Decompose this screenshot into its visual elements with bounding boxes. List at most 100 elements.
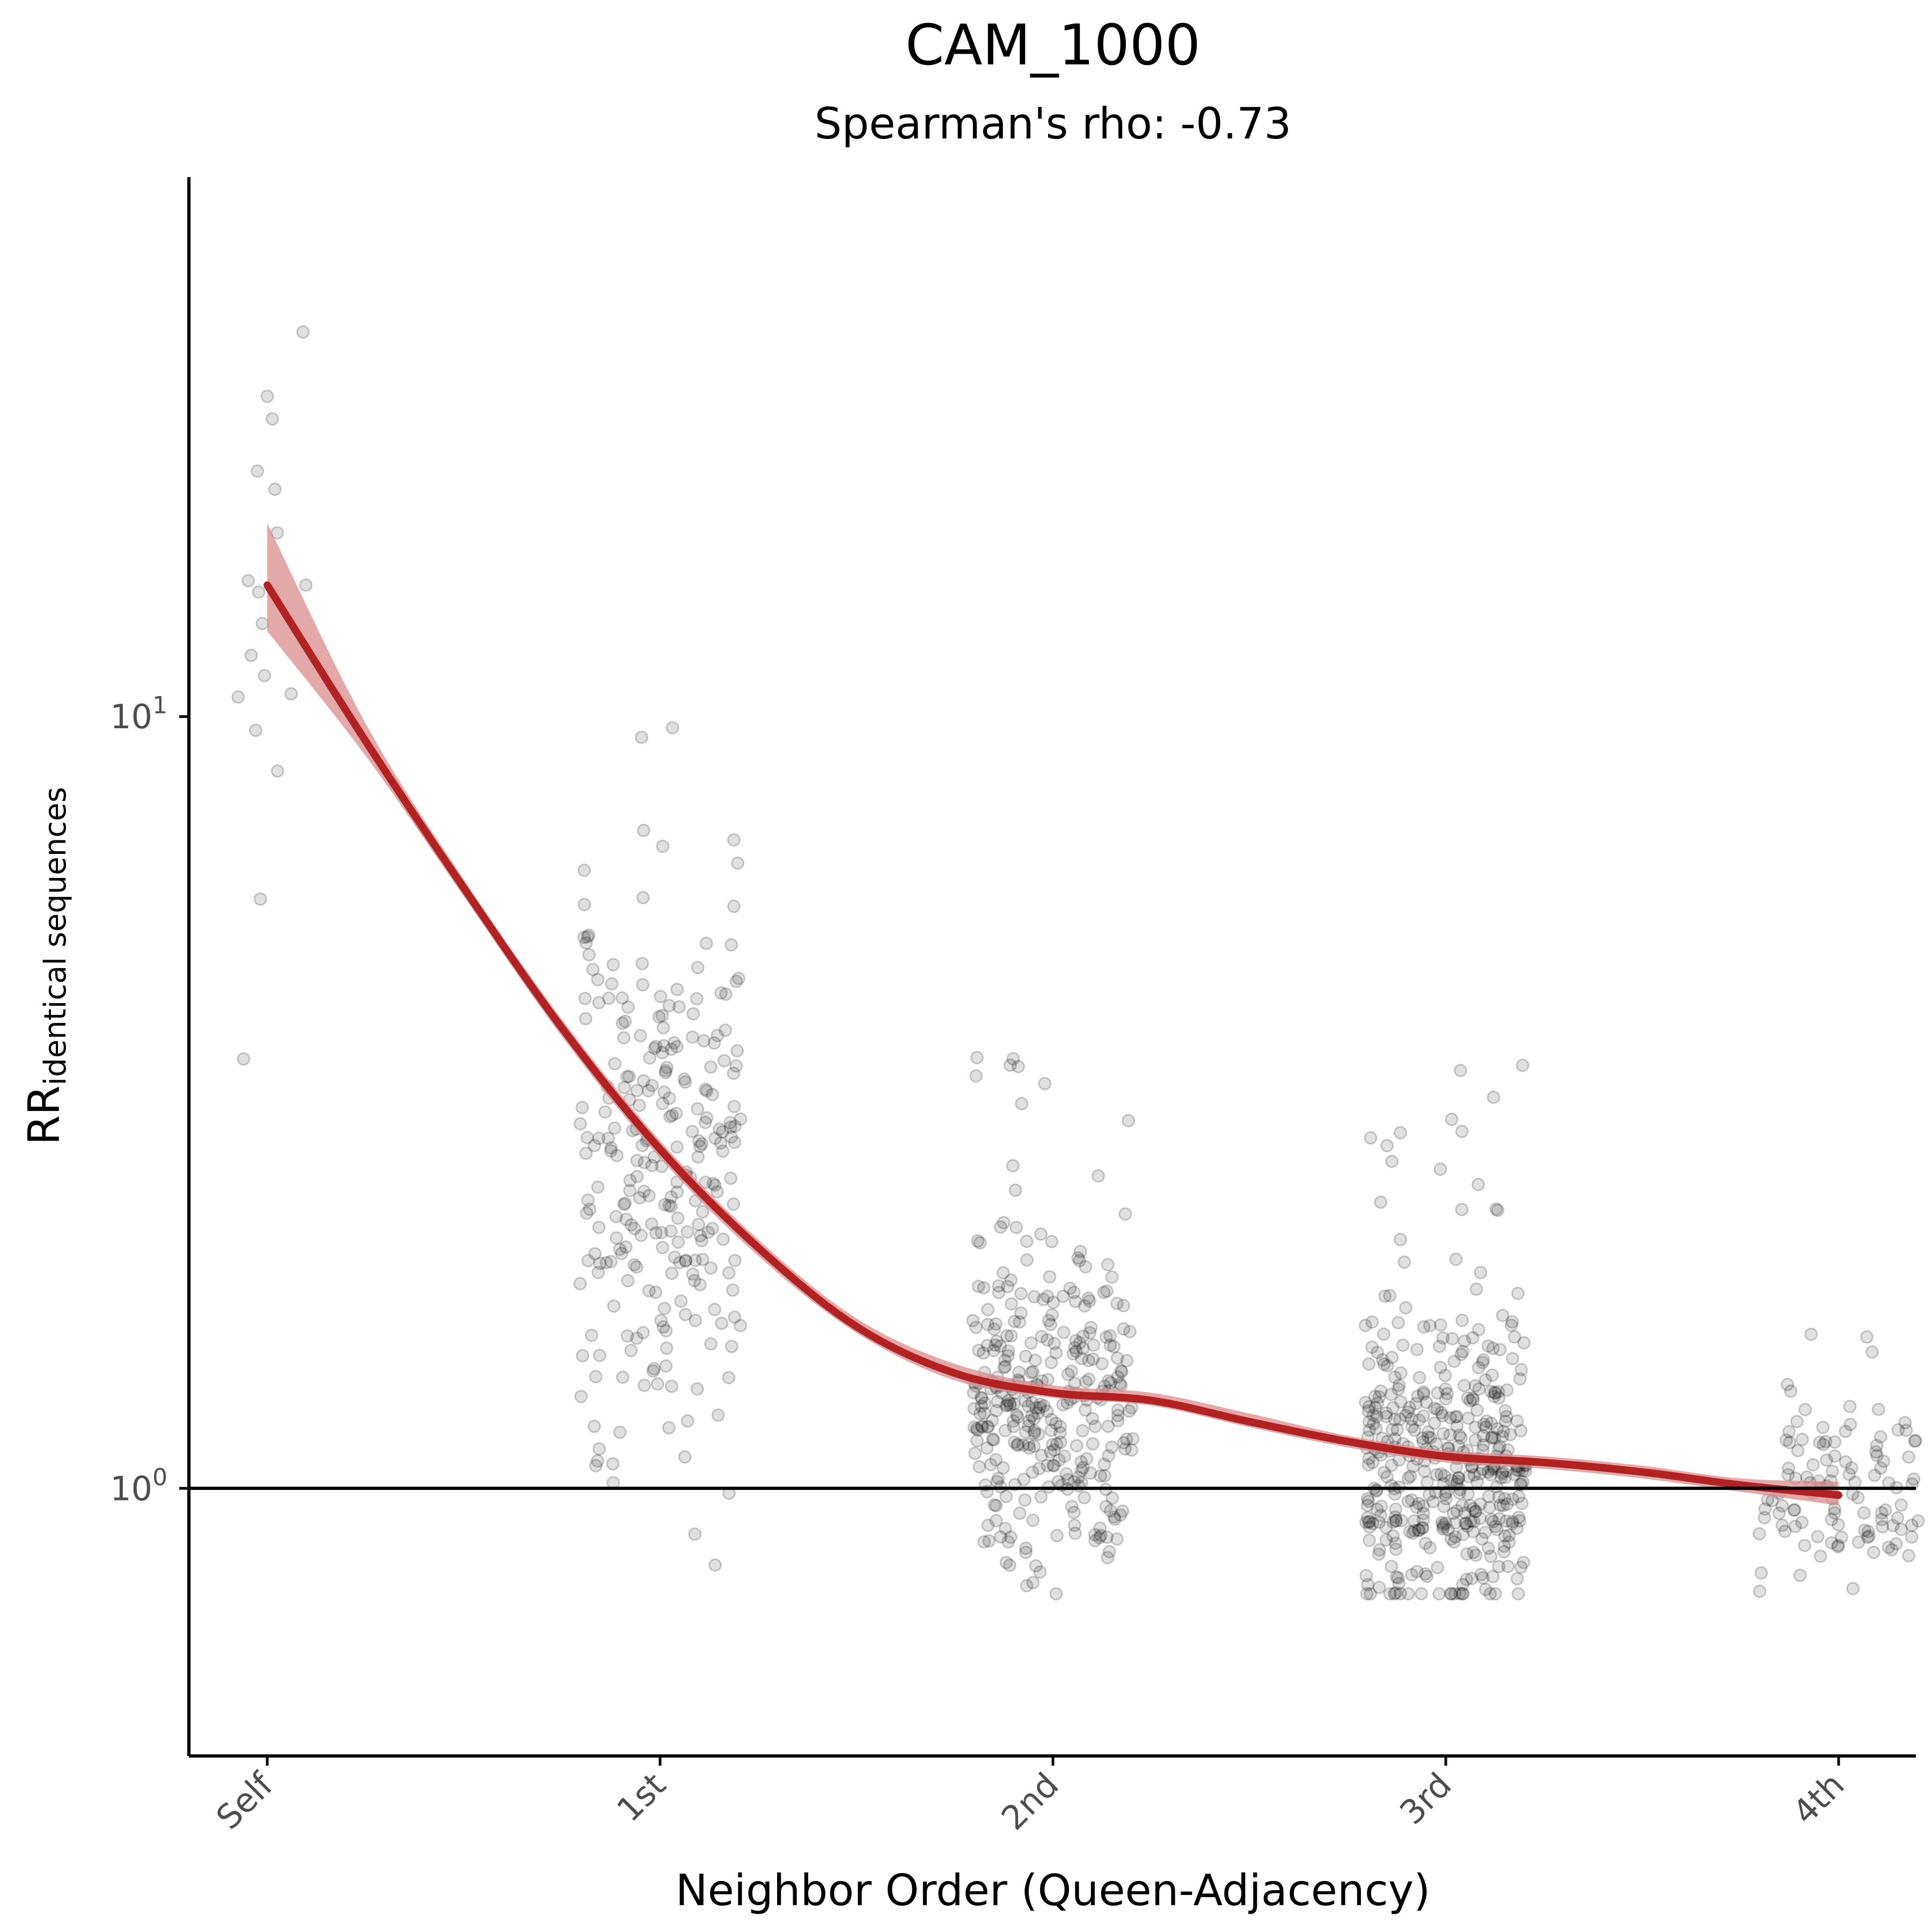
data-point xyxy=(727,1066,741,1080)
data-point xyxy=(604,1255,618,1269)
data-point xyxy=(1069,1334,1083,1348)
data-point xyxy=(655,1226,669,1240)
data-point xyxy=(1417,1385,1431,1399)
data-point xyxy=(992,1285,1006,1299)
data-point xyxy=(660,1060,674,1074)
data-point xyxy=(654,990,668,1004)
data-point xyxy=(1758,1502,1772,1516)
data-point xyxy=(630,1331,643,1345)
data-point xyxy=(1474,1265,1488,1279)
data-point xyxy=(1421,1425,1435,1439)
y-axis-title-sub: identical sequences xyxy=(38,787,73,1085)
data-point xyxy=(1458,1517,1472,1530)
data-point xyxy=(1498,1470,1512,1484)
data-point xyxy=(1027,1426,1041,1440)
data-point xyxy=(1380,1470,1394,1484)
data-point xyxy=(630,1260,643,1274)
data-point xyxy=(1479,1373,1492,1387)
data-point xyxy=(1485,1431,1499,1445)
data-point xyxy=(998,1360,1012,1373)
smooth-layer xyxy=(264,581,1842,1499)
data-point xyxy=(728,1119,742,1133)
data-point xyxy=(1498,1491,1512,1505)
data-point xyxy=(1447,1355,1461,1368)
data-point xyxy=(1101,1449,1115,1463)
data-point xyxy=(1512,1490,1526,1503)
data-point xyxy=(1374,1499,1388,1513)
data-point xyxy=(1373,1543,1386,1557)
data-point xyxy=(1448,1530,1462,1544)
data-point xyxy=(1031,1406,1045,1420)
data-point xyxy=(690,992,704,1006)
data-point xyxy=(1461,1391,1475,1405)
data-point xyxy=(621,1274,635,1287)
data-point xyxy=(1001,1344,1015,1358)
data-point xyxy=(1078,1403,1092,1417)
data-point xyxy=(1088,1528,1102,1542)
data-point xyxy=(1006,1414,1020,1428)
data-point xyxy=(1464,1514,1478,1528)
data-point xyxy=(1778,1525,1792,1538)
data-point xyxy=(1496,1499,1510,1513)
data-point xyxy=(1505,1315,1519,1329)
data-point xyxy=(1094,1469,1108,1483)
data-point xyxy=(1048,1336,1062,1350)
data-point xyxy=(1383,1289,1397,1302)
data-point xyxy=(1828,1449,1842,1463)
data-point xyxy=(1047,1443,1061,1457)
data-point xyxy=(1411,1523,1425,1537)
data-point xyxy=(1784,1384,1798,1398)
data-point xyxy=(1022,1441,1036,1455)
data-point xyxy=(1870,1439,1884,1452)
data-point xyxy=(1428,1416,1441,1430)
data-point xyxy=(1507,1467,1521,1481)
data-point xyxy=(1497,1545,1511,1559)
data-point xyxy=(1416,1521,1429,1535)
data-point xyxy=(577,863,591,877)
data-point xyxy=(1871,1402,1885,1416)
data-point xyxy=(575,1101,589,1115)
data-point xyxy=(688,1527,702,1541)
data-point xyxy=(1891,1511,1905,1525)
data-point xyxy=(1488,1519,1502,1533)
data-point xyxy=(1395,1514,1408,1527)
data-point xyxy=(636,1326,650,1340)
data-point xyxy=(1481,1541,1495,1555)
data-point xyxy=(645,1217,658,1231)
data-point xyxy=(966,1314,980,1328)
data-point xyxy=(1831,1540,1845,1554)
data-point xyxy=(1415,1587,1428,1601)
data-point xyxy=(1497,1539,1511,1553)
data-point xyxy=(1779,1433,1793,1447)
data-point xyxy=(1069,1344,1083,1358)
data-point xyxy=(686,1007,700,1021)
data-point xyxy=(649,1226,663,1240)
data-point xyxy=(989,1499,1003,1512)
data-point xyxy=(588,1247,602,1261)
data-point xyxy=(990,1475,1004,1489)
data-point xyxy=(1874,1430,1887,1444)
data-point xyxy=(1031,1428,1045,1441)
data-point xyxy=(970,1422,984,1436)
data-point xyxy=(1017,1473,1031,1487)
data-point xyxy=(1433,1162,1447,1176)
data-point xyxy=(1804,1327,1818,1341)
data-point xyxy=(727,899,741,913)
data-point xyxy=(1476,1356,1490,1370)
data-point xyxy=(252,585,266,599)
data-point xyxy=(698,1116,712,1129)
data-point xyxy=(989,1453,1003,1467)
data-point xyxy=(1438,1368,1452,1382)
data-point xyxy=(1068,1526,1082,1540)
data-point xyxy=(680,1414,694,1428)
data-point xyxy=(632,1099,646,1113)
data-point xyxy=(701,1225,715,1239)
data-point xyxy=(724,1130,738,1144)
data-point xyxy=(1025,1409,1039,1423)
data-point xyxy=(1401,1495,1415,1509)
data-point xyxy=(635,956,649,970)
data-point xyxy=(1088,1534,1102,1548)
data-point xyxy=(1492,1490,1506,1504)
data-point xyxy=(999,1399,1013,1413)
data-point xyxy=(1362,1400,1376,1414)
